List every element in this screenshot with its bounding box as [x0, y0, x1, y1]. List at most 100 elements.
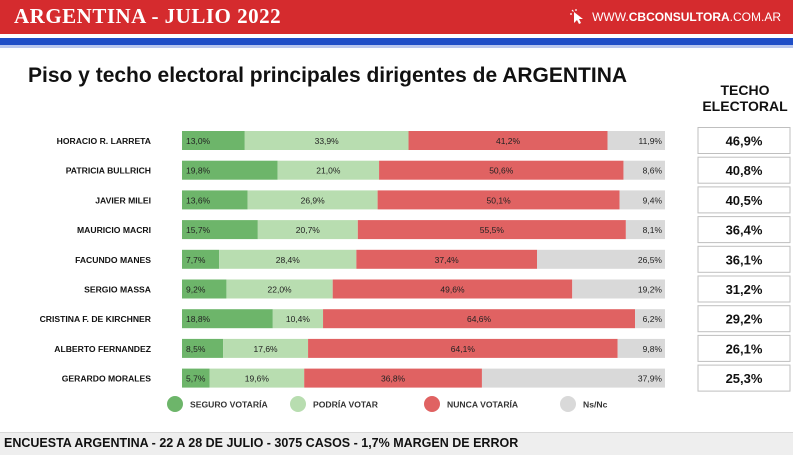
bar-segment — [635, 309, 665, 329]
data-label: 11,9% — [639, 136, 663, 146]
bar-segment — [226, 279, 333, 299]
techo-box — [697, 275, 791, 303]
legend-swatch — [560, 396, 576, 412]
techo-box — [697, 156, 791, 184]
header-stripe-light — [0, 45, 793, 48]
techo-box — [697, 216, 791, 244]
data-label: 8,5% — [186, 344, 206, 354]
techo-value: 31,2% — [726, 282, 763, 297]
bar-segment — [209, 368, 305, 388]
data-label: 22,0% — [268, 285, 293, 295]
header-stripe-blue — [0, 38, 793, 45]
data-label: 49,6% — [440, 285, 465, 295]
techo-value: 25,3% — [726, 371, 763, 386]
brand-link[interactable]: WWW. CBCONSULTORA .COM.AR — [570, 9, 781, 25]
data-label: 19,2% — [638, 285, 663, 295]
techo-box — [697, 127, 791, 154]
category-label: ALBERTO FERNANDEZ — [54, 344, 151, 354]
techo-box — [697, 334, 791, 362]
data-label: 9,4% — [643, 195, 663, 205]
bar-segment — [332, 279, 573, 299]
category-label: HORACIO R. LARRETA — [57, 136, 151, 146]
data-label: 55,5% — [480, 225, 505, 235]
category-label: PATRICIA BULLRICH — [66, 166, 151, 176]
cursor-click-icon — [570, 9, 584, 24]
legend-label: Ns/Nc — [583, 400, 608, 410]
bar-segment — [377, 190, 620, 210]
techo-box — [697, 245, 791, 273]
techo-box — [697, 186, 791, 214]
techo-value: 40,8% — [726, 163, 763, 178]
category-label: JAVIER MILEI — [95, 195, 151, 205]
techo-header-line2: ELECTORAL — [702, 98, 788, 114]
bar-segment — [182, 279, 227, 299]
bar-segment — [379, 160, 624, 180]
techo-header: TECHO ELECTORAL — [700, 82, 790, 114]
bar-segment — [182, 160, 278, 180]
data-label: 50,6% — [489, 166, 514, 176]
data-label: 26,5% — [638, 255, 663, 265]
techo-value: 36,4% — [726, 223, 763, 238]
data-label: 13,0% — [186, 136, 211, 146]
data-label: 50,1% — [487, 195, 512, 205]
data-label: 9,8% — [643, 344, 663, 354]
category-label: SERGIO MASSA — [84, 285, 151, 295]
bar-segment — [257, 220, 358, 240]
techo-value: 36,1% — [726, 252, 763, 267]
data-label: 33,9% — [315, 136, 340, 146]
chart-title: Piso y techo electoral principales dirig… — [28, 64, 628, 87]
bar-segment — [182, 131, 245, 150]
bar-segment — [182, 249, 220, 269]
bar-segment — [304, 368, 482, 388]
techo-value: 29,2% — [726, 312, 763, 327]
footer-divider — [0, 432, 793, 433]
legend-swatch — [290, 396, 306, 412]
category-label: GERARDO MORALES — [62, 374, 152, 384]
data-label: 37,4% — [435, 255, 460, 265]
techo-value: 46,9% — [726, 134, 763, 149]
data-label: 37,9% — [638, 374, 663, 384]
brand-prefix: WWW. — [592, 10, 629, 24]
bar-segment — [481, 368, 665, 388]
bar-segment — [572, 279, 665, 299]
data-label: 64,1% — [451, 344, 476, 354]
category-label: FACUNDO MANES — [75, 255, 151, 265]
bar-segment — [623, 160, 665, 180]
footer-bar: ENCUESTA ARGENTINA - 22 A 28 DE JULIO - … — [0, 432, 793, 455]
header-stripe-white — [0, 34, 793, 38]
bar-segment — [182, 338, 224, 358]
techo-value: 26,1% — [726, 341, 763, 356]
data-label: 9,2% — [186, 285, 206, 295]
data-label: 17,6% — [254, 344, 279, 354]
bar-segment — [356, 249, 538, 269]
category-label: MAURICIO MACRI — [77, 225, 151, 235]
bar-segment — [223, 338, 309, 358]
bar-segment — [182, 220, 258, 240]
techo-box — [697, 305, 791, 333]
bar-segment — [182, 190, 248, 210]
data-label: 64,6% — [467, 314, 492, 324]
data-label: 13,6% — [186, 195, 211, 205]
data-label: 18,8% — [186, 314, 211, 324]
bar-segment — [182, 309, 273, 329]
bar-segment — [537, 249, 665, 269]
legend-label: SEGURO VOTARÍA — [190, 400, 268, 410]
data-label: 41,2% — [496, 136, 521, 146]
stacked-bar-chart: HORACIO R. LARRETA 13,0% 33,9% 41,2% 11,9% 46… — [40, 127, 791, 412]
data-label: 19,6% — [245, 374, 270, 384]
bar-segment — [323, 309, 636, 329]
footer-text: ENCUESTA ARGENTINA - 22 A 28 DE JULIO - … — [4, 436, 519, 450]
legend-swatch — [424, 396, 440, 412]
bar-segment — [277, 160, 380, 180]
bar-segment — [308, 338, 618, 358]
data-label: 7,7% — [186, 255, 206, 265]
legend-label: PODRÍA VOTAR — [313, 400, 379, 410]
data-label: 10,4% — [286, 314, 311, 324]
brand-suffix: .COM.AR — [729, 10, 781, 24]
techo-box — [697, 364, 791, 392]
legend-label: NUNCA VOTARÍA — [447, 400, 518, 410]
data-label: 5,7% — [186, 374, 206, 384]
brand-bold: CBCONSULTORA — [628, 10, 730, 24]
data-label: 20,7% — [296, 225, 321, 235]
data-label: 8,1% — [643, 225, 663, 235]
